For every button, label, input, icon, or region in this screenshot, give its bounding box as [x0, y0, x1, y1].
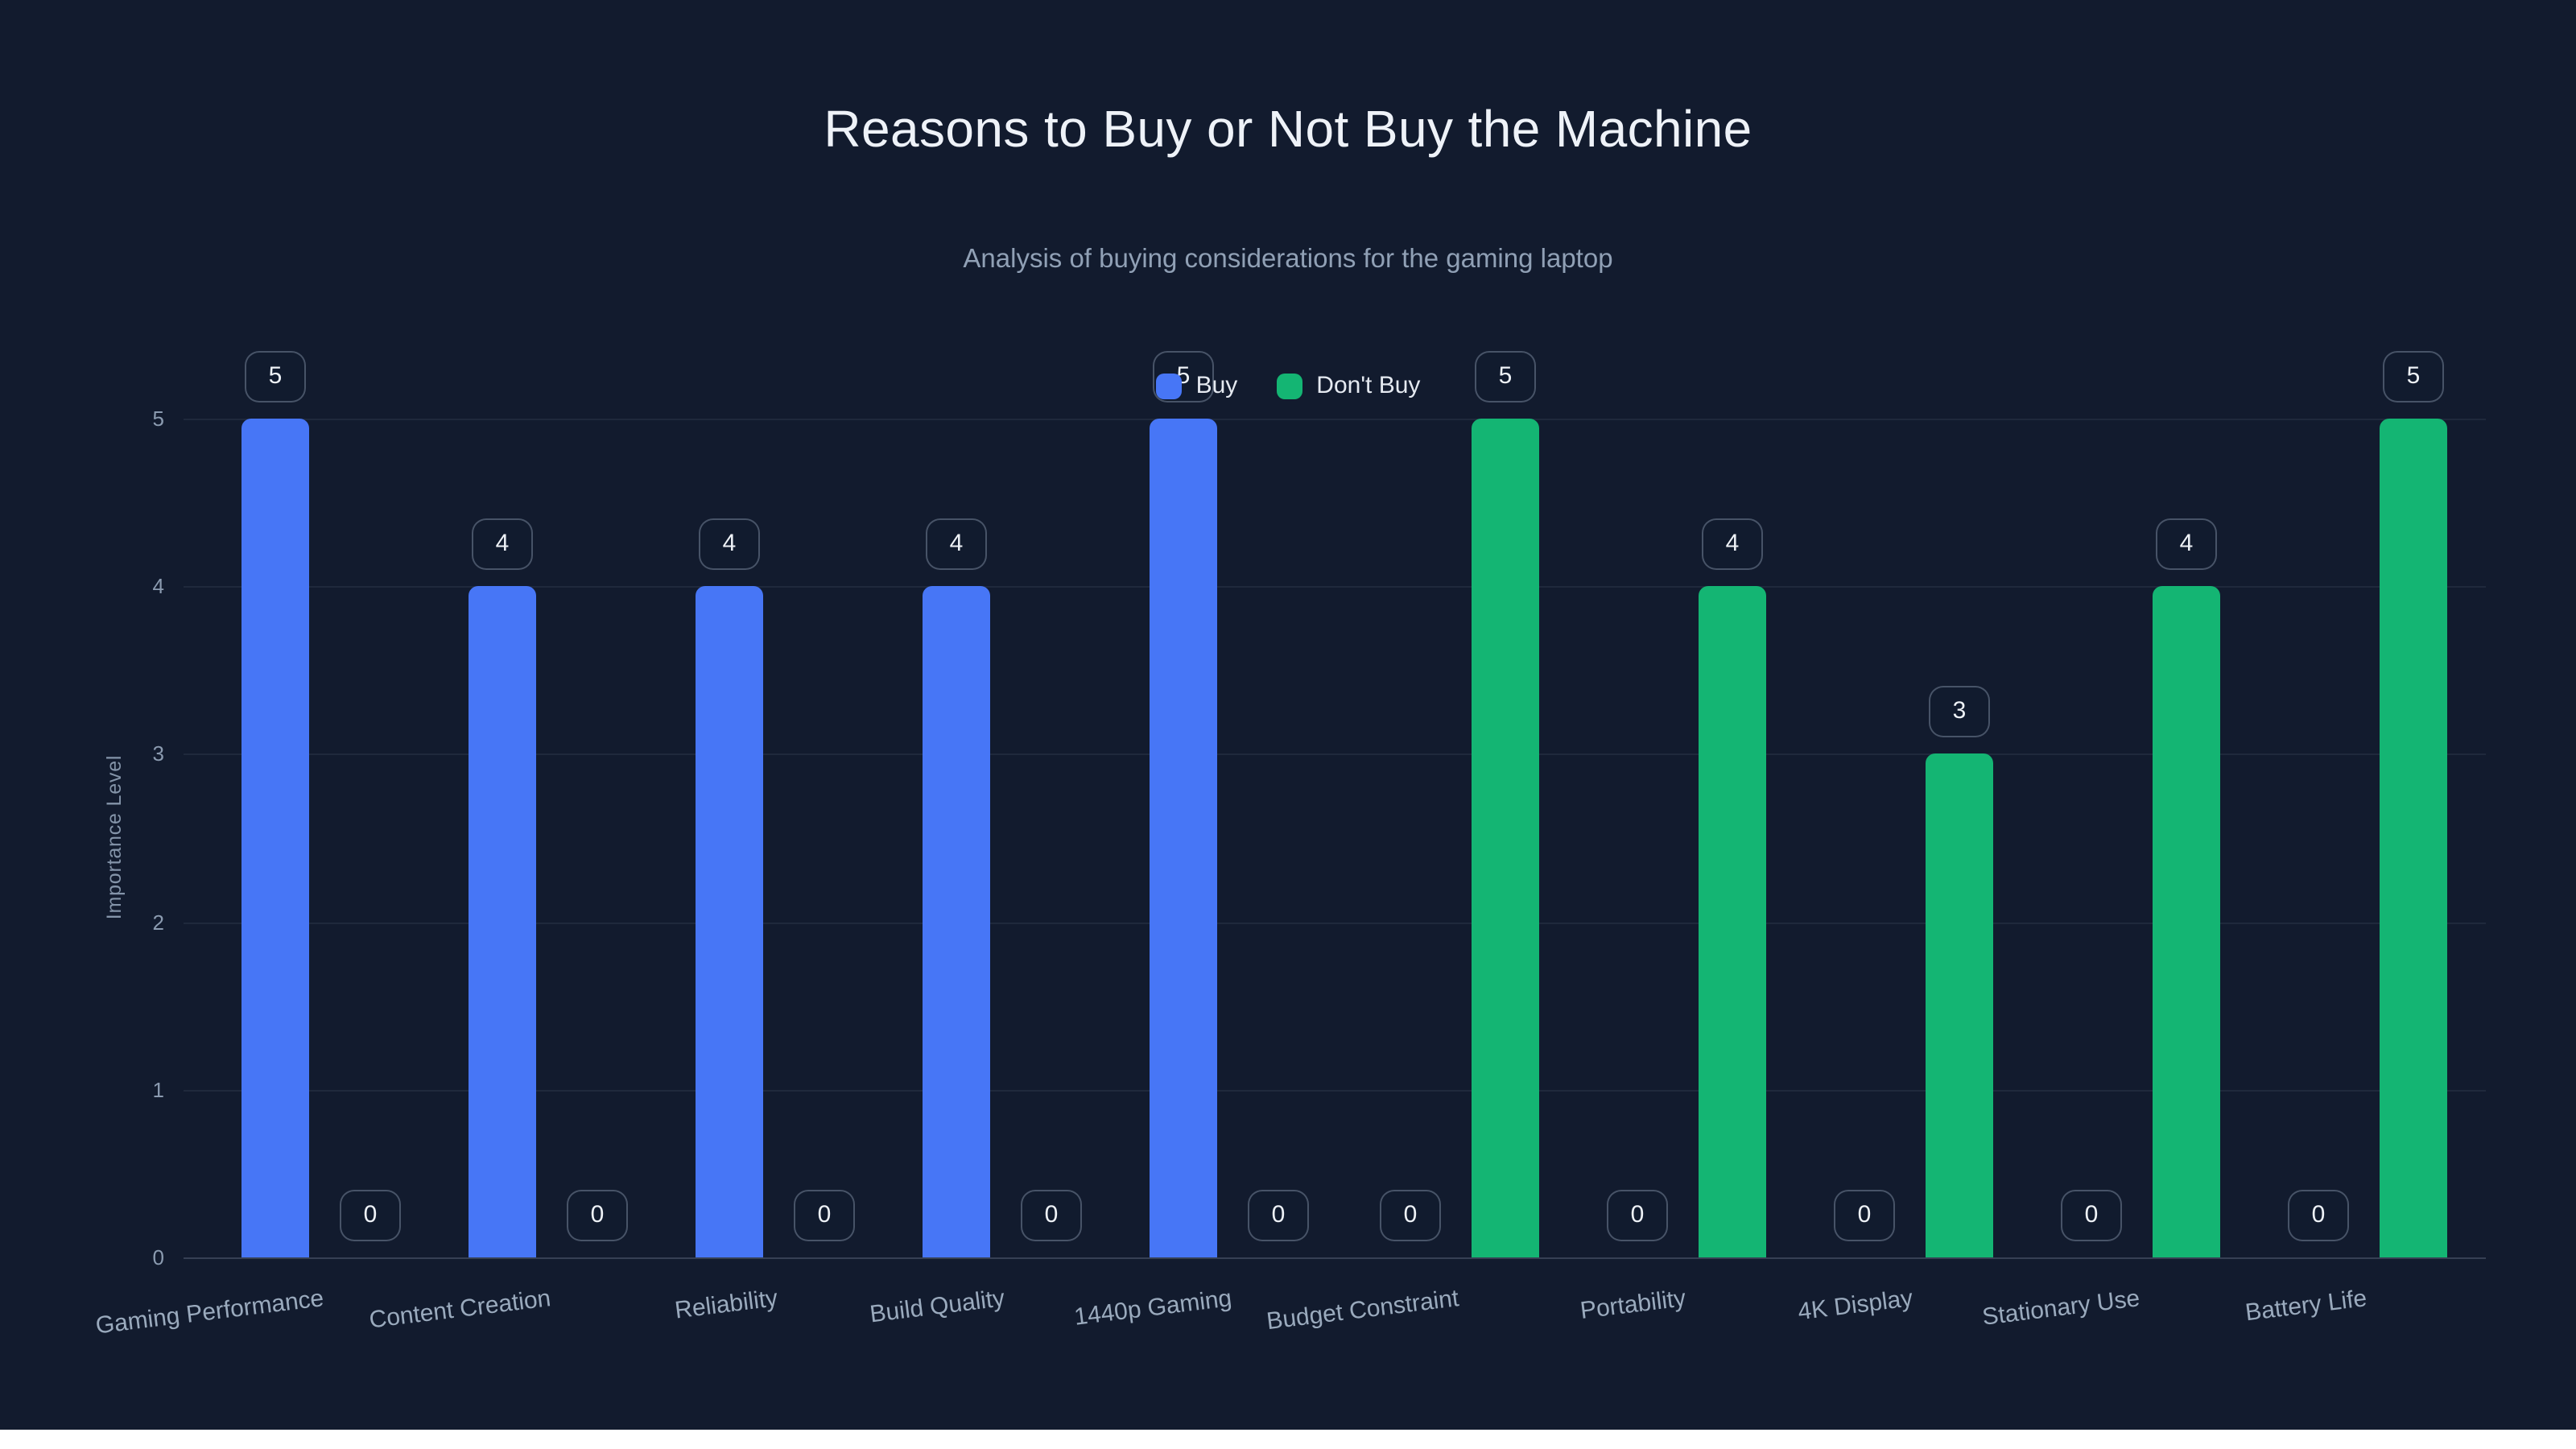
value-badge: 0	[1380, 1190, 1441, 1241]
y-tick-label: 0	[152, 1245, 164, 1269]
legend-item-buy[interactable]: Buy	[1155, 372, 1238, 399]
value-badge: 3	[1929, 686, 1990, 738]
gridline-4	[184, 586, 2486, 588]
bar-buy	[696, 586, 763, 1257]
x-axis-label: Gaming Performance	[93, 1285, 325, 1340]
value-badge: 4	[2156, 518, 2217, 571]
gridline-1	[184, 1089, 2486, 1092]
bar-dont-buy	[1699, 586, 1766, 1257]
x-axis-label: Budget Constraint	[1264, 1285, 1460, 1336]
x-axis-label: Stationary Use	[1979, 1285, 2141, 1331]
y-tick-label: 1	[152, 1077, 164, 1102]
y-tick-label: 2	[152, 910, 164, 935]
bar-buy	[469, 586, 536, 1257]
legend-label-buy: Buy	[1195, 372, 1238, 399]
value-badge: 0	[1607, 1190, 1668, 1241]
value-badge: 0	[340, 1190, 401, 1241]
value-badge: 0	[1021, 1190, 1082, 1241]
value-badge: 5	[2383, 351, 2444, 402]
value-badge: 4	[699, 518, 760, 571]
y-tick-label: 3	[152, 741, 164, 766]
bar-dont-buy	[1926, 753, 1993, 1257]
y-axis-title: Importance Level	[103, 754, 126, 920]
bar-dont-buy	[2380, 419, 2447, 1257]
y-tick-label: 5	[152, 407, 164, 431]
value-badge: 4	[1702, 518, 1763, 571]
legend-item-dont-buy[interactable]: Don't Buy	[1276, 372, 1420, 399]
value-badge: 4	[926, 518, 987, 571]
chart-legend: Buy Don't Buy	[0, 372, 2576, 399]
x-axis-label: Portability	[1578, 1285, 1687, 1325]
page-bottom-strip	[0, 1430, 2576, 1449]
value-badge: 4	[472, 518, 533, 571]
value-badge: 5	[1475, 351, 1536, 402]
chart-subtitle: Analysis of buying considerations for th…	[963, 245, 1613, 274]
value-badge: 5	[245, 351, 306, 402]
value-badge: 0	[1834, 1190, 1895, 1241]
bar-buy	[923, 586, 990, 1257]
x-axis-label: Build Quality	[867, 1285, 1006, 1329]
gridline-2	[184, 922, 2486, 924]
legend-swatch-dont-buy-icon	[1276, 373, 1302, 398]
x-axis-label: Content Creation	[366, 1285, 552, 1335]
value-badge: 0	[2061, 1190, 2122, 1241]
gridline-5	[184, 419, 2486, 420]
legend-label-dont-buy: Don't Buy	[1316, 372, 1421, 399]
gridline-0	[184, 1257, 2486, 1259]
value-badge: 0	[567, 1190, 628, 1241]
value-badge: 0	[1248, 1190, 1309, 1241]
bar-dont-buy	[2153, 586, 2220, 1257]
value-badge: 0	[794, 1190, 855, 1241]
x-axis-label: Battery Life	[2243, 1285, 2368, 1327]
gridline-3	[184, 753, 2486, 756]
x-axis-label: Reliability	[672, 1285, 779, 1325]
x-axis-label: 1440p Gaming	[1071, 1285, 1233, 1331]
plot-area: 0 1 2 3 4 5 5 0 Gaming Performance 4 0 Content Crea…	[93, 351, 2486, 1340]
legend-swatch-buy-icon	[1155, 373, 1182, 398]
bar-dont-buy	[1472, 419, 1539, 1257]
chart-title: Reasons to Buy or Not Buy the Machine	[824, 100, 1752, 158]
x-axis-label: 4K Display	[1795, 1285, 1914, 1327]
y-tick-label: 4	[152, 574, 164, 599]
value-badge: 0	[2288, 1190, 2349, 1241]
bar-buy	[242, 419, 309, 1257]
bar-buy	[1150, 419, 1217, 1257]
